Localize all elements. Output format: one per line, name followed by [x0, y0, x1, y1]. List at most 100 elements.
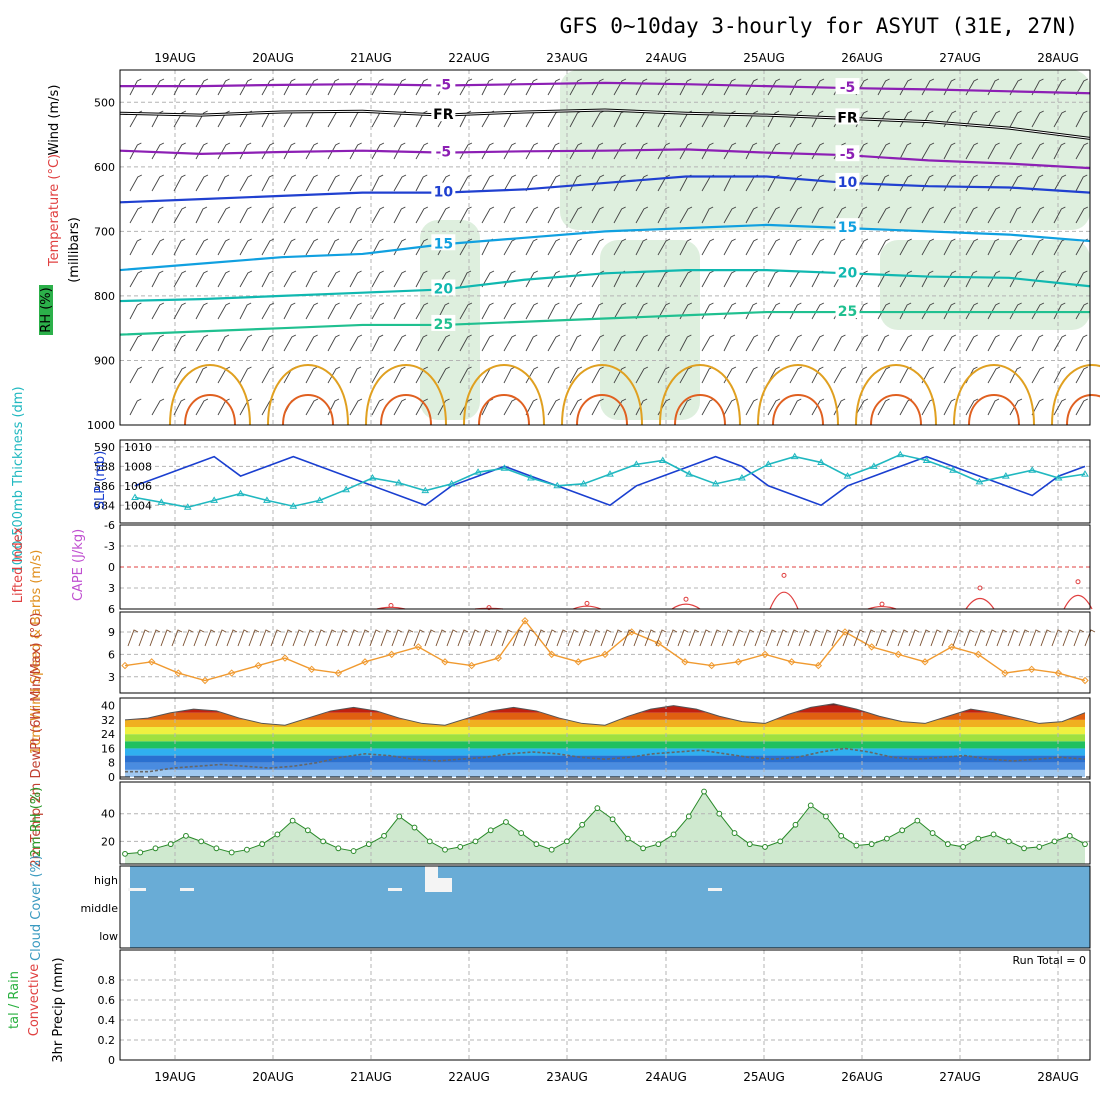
wind-marker: [494, 654, 503, 662]
wind-barb: [1053, 78, 1066, 96]
contour-label-bg: [431, 142, 456, 159]
surface-wind-barb: [996, 629, 1008, 647]
cloud-gap: [180, 888, 194, 891]
wind-barb: [525, 174, 538, 192]
surface-wind-barb: [303, 629, 315, 647]
wind-barb: [679, 78, 692, 96]
surface-wind-barb: [743, 629, 755, 647]
contour-label: -5: [840, 147, 856, 163]
rh-point: [746, 841, 753, 848]
wind-barb: [503, 398, 517, 416]
wind-barb: [261, 206, 274, 224]
surface-wind-barb: [908, 629, 920, 647]
wind-barb: [393, 302, 406, 320]
surface-wind-barb: [1007, 629, 1019, 647]
pressure-tick-label: 800: [94, 290, 115, 303]
dewpoint-series: [125, 747, 1086, 773]
rh-axis-label: 2m RH (%): [29, 787, 44, 858]
wind-barb: [569, 142, 583, 160]
wind-barb: [877, 142, 891, 160]
wind-marker: [387, 650, 396, 659]
rh-point: [518, 830, 525, 836]
wind-barb: [767, 302, 781, 320]
wind-barb: [437, 334, 451, 352]
wind-barb: [547, 238, 561, 256]
wind-barb: [701, 206, 714, 224]
wind-barb: [327, 206, 341, 224]
wind-barb: [877, 270, 890, 288]
wind-barb: [129, 398, 142, 416]
rh-point: [1066, 832, 1073, 839]
wind-marker: [227, 669, 236, 677]
surface-wind-barb: [710, 629, 722, 647]
thickness-marker: [1028, 466, 1037, 473]
wind-barb: [613, 174, 626, 192]
rh-point: [289, 817, 296, 824]
wind-barb: [349, 78, 363, 96]
wind-barb: [899, 366, 912, 384]
wind-marker: [1081, 676, 1089, 685]
wind-barb: [327, 366, 341, 384]
wind-barb: [1075, 270, 1088, 288]
wind-barb: [899, 110, 913, 128]
boundary-contour: [1051, 364, 1100, 426]
thickness-axis-label: 1000-500mb Thickness (dm): [11, 386, 26, 573]
wind-marker: [947, 643, 956, 651]
wind-barb: [899, 238, 912, 256]
li-point: [388, 603, 394, 608]
contour-label: 20: [838, 265, 858, 281]
wind-barb: [591, 78, 604, 96]
li-segment: [769, 591, 799, 610]
wind-barb: [481, 174, 494, 192]
wind-barb: [283, 78, 296, 96]
thickness-marker: [263, 496, 271, 503]
temp-band: [125, 734, 1085, 742]
surface-wind-barb: [732, 629, 744, 647]
temp-band: [125, 762, 1085, 770]
surface-wind-barb: [765, 629, 777, 647]
wind-barb: [503, 270, 516, 288]
rh-legend-label: RH (%): [39, 287, 54, 332]
wind-barb: [151, 270, 164, 288]
wind-barb: [679, 206, 693, 224]
wind-barb: [877, 334, 890, 352]
wind-barb: [921, 302, 935, 320]
contour-label: 15: [434, 236, 453, 252]
thickness-marker: [843, 472, 852, 479]
wind-barb: [415, 78, 428, 96]
surface-wind-barb: [897, 629, 909, 647]
wind-barb: [965, 302, 979, 320]
wind-barb: [393, 366, 406, 384]
rh-point: [823, 813, 829, 820]
thickness-marker: [315, 496, 324, 503]
pressure-tick-label: 900: [94, 354, 115, 367]
surface-wind-barb: [589, 629, 601, 647]
li-tick-label: -6: [104, 519, 115, 532]
wind-barb: [569, 206, 583, 224]
wind-barb: [151, 302, 165, 320]
wind-barb: [591, 238, 604, 256]
wind-barb: [459, 270, 472, 288]
surface-wind-barb: [545, 629, 557, 647]
wind-barb: [459, 78, 473, 96]
wind-barb: [1053, 174, 1067, 192]
wind-barb: [591, 398, 604, 416]
rh-point: [640, 845, 646, 852]
wind-barb: [877, 302, 891, 320]
surface-wind-barb: [886, 629, 898, 647]
wind-barb: [217, 366, 231, 384]
wind-barb: [151, 174, 164, 192]
contour-label-bg: [431, 234, 456, 251]
boundary-contour-inner: [282, 394, 334, 426]
thickness-marker: [395, 478, 403, 486]
rh-point: [1036, 844, 1043, 850]
rh-point: [914, 817, 921, 824]
thickness-marker: [474, 468, 482, 475]
wind-barb: [525, 206, 539, 224]
wind-barb: [459, 238, 473, 256]
wind-barb: [591, 142, 604, 160]
boundary-contour: [561, 364, 643, 426]
surface-wind-barb: [941, 629, 953, 647]
wind-barb: [899, 142, 912, 160]
surface-wind-barb: [1084, 629, 1096, 647]
